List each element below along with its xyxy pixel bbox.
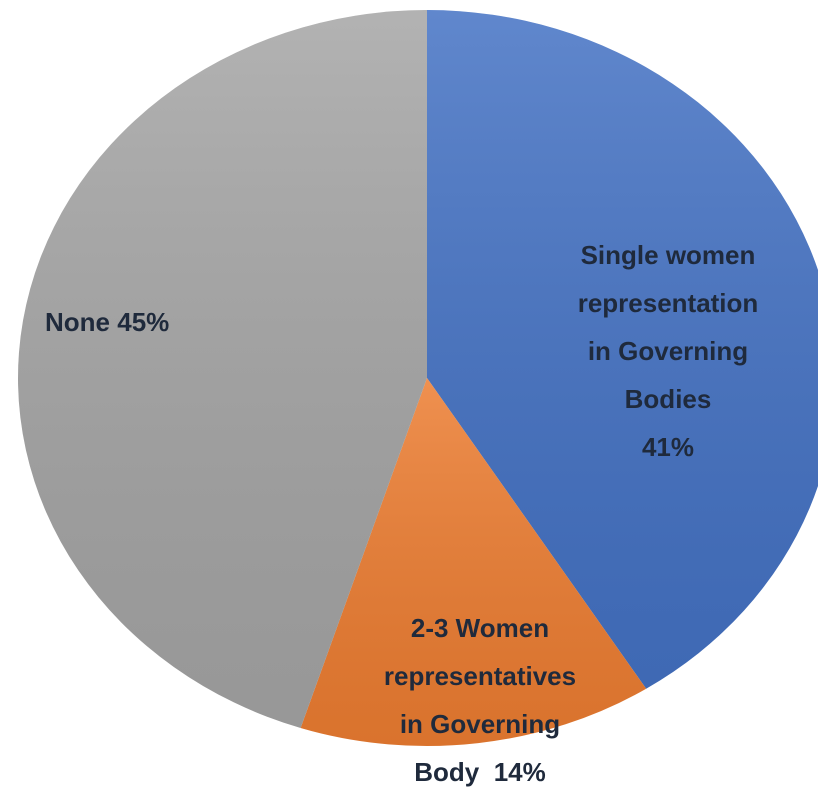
slice-shade (427, 10, 818, 689)
category-label: None (45, 307, 110, 337)
value-label: 45% (117, 307, 170, 337)
value-label: 41% (641, 432, 695, 462)
slice-label: Single women representation in Governing… (578, 231, 759, 471)
value-label: 14% (493, 757, 546, 787)
slice-shade (18, 10, 427, 728)
category-label: 2-3 Women representatives in Governing B… (383, 613, 577, 787)
slice-shade (300, 378, 647, 746)
slice-label: None 45% (45, 298, 169, 346)
slice-label: 2-3 Women representatives in Governing B… (384, 604, 576, 796)
category-label: Single women representation in Governing… (577, 240, 759, 414)
